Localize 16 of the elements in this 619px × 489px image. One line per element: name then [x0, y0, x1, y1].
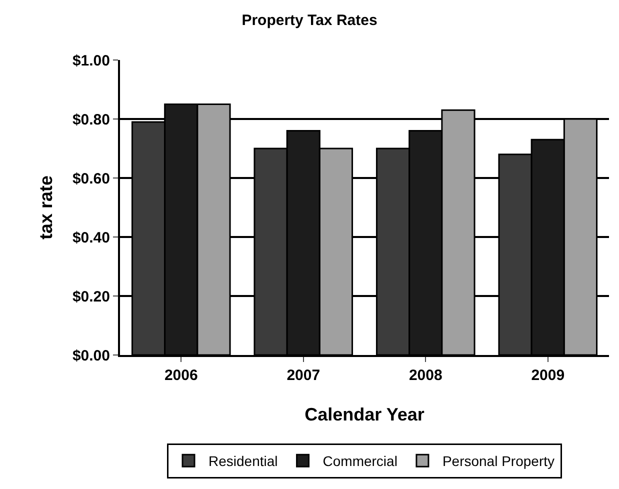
chart-title: Property Tax Rates: [242, 12, 378, 30]
x-tick-label: 2009: [531, 367, 565, 384]
x-tick-label: 2006: [164, 367, 198, 384]
legend-label: Commercial: [322, 453, 398, 470]
y-tick-label: $0.60: [72, 170, 110, 188]
y-axis-title: tax rate: [36, 175, 56, 240]
y-tick-label: $0.20: [72, 288, 110, 306]
y-tick-label: $0.80: [72, 111, 110, 128]
y-tick-label: $0.40: [72, 229, 110, 246]
y-tick-label: $0.00: [72, 347, 110, 364]
legend-label: Personal Property: [442, 453, 555, 470]
y-tick-label: $1.00: [72, 52, 110, 70]
x-tick-label: 2007: [286, 367, 320, 384]
x-tick-label: 2008: [408, 367, 442, 384]
legend-label: Residential: [208, 453, 278, 470]
x-axis-title: Calendar Year: [304, 404, 424, 425]
